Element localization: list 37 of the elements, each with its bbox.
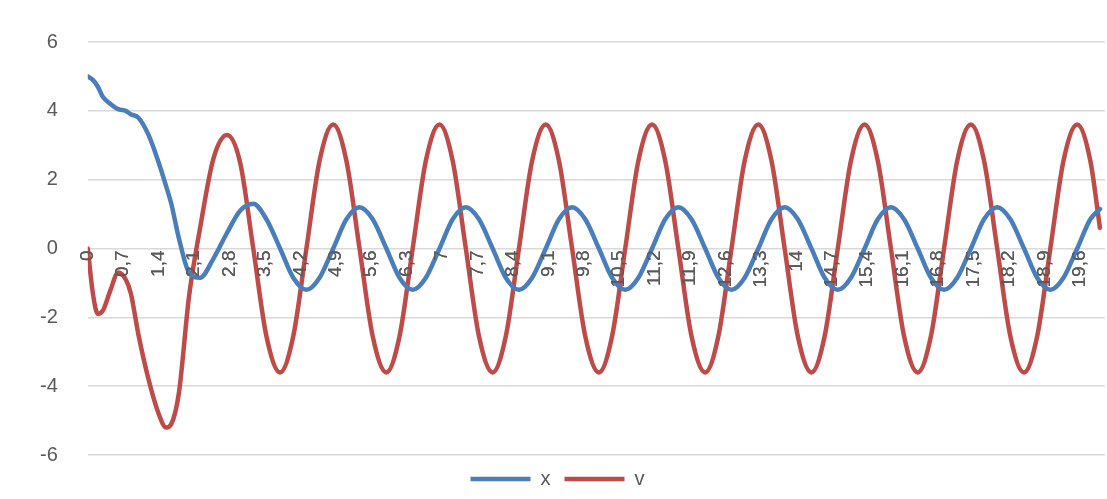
legend-label: v bbox=[634, 466, 645, 489]
x-tick-label: 18,9 bbox=[1032, 250, 1054, 288]
x-tick-label: 13,3 bbox=[749, 250, 771, 288]
x-tick-label: 0 bbox=[76, 250, 98, 262]
x-tick-label: 16,1 bbox=[890, 250, 912, 288]
x-tick-label: 12,6 bbox=[713, 250, 735, 288]
x-tick-label: 0,7 bbox=[111, 250, 133, 277]
x-tick-label: 19,6 bbox=[1067, 250, 1089, 288]
y-tick-label: -6 bbox=[39, 442, 58, 465]
x-tick-label: 9,1 bbox=[536, 250, 558, 277]
x-tick-label: 11,2 bbox=[642, 250, 664, 287]
y-tick-label: 4 bbox=[46, 98, 58, 121]
x-tick-label: 6,3 bbox=[394, 250, 416, 277]
x-tick-label: 4,9 bbox=[324, 250, 345, 277]
x-tick-label: 11,9 bbox=[678, 250, 700, 287]
x-tick-label: 14,7 bbox=[819, 250, 841, 288]
legend-label: x bbox=[540, 466, 551, 489]
y-tick-label: -4 bbox=[39, 373, 58, 396]
x-tick-label: 2,8 bbox=[217, 250, 239, 277]
x-tick-label: 7,7 bbox=[465, 250, 487, 277]
y-tick-label: 2 bbox=[46, 167, 58, 190]
x-tick-label: 9,8 bbox=[571, 250, 593, 277]
x-tick-label: 4,2 bbox=[288, 250, 310, 277]
x-tick-label: 18,2 bbox=[997, 250, 1019, 288]
x-tick-label: 5,6 bbox=[359, 250, 381, 277]
y-tick-label: 6 bbox=[46, 29, 58, 52]
x-tick-label: 17,5 bbox=[961, 250, 983, 288]
x-tick-label: 3,5 bbox=[253, 250, 275, 277]
x-tick-label: 1,4 bbox=[146, 250, 168, 277]
x-tick-label: 15,4 bbox=[855, 250, 877, 288]
x-tick-label: 2,1 bbox=[182, 250, 204, 277]
x-tick-label: 10,5 bbox=[607, 250, 629, 288]
y-tick-label: -2 bbox=[39, 304, 58, 327]
x-tick-label: 16,8 bbox=[926, 250, 948, 288]
x-tick-label: 7 bbox=[430, 250, 452, 262]
x-tick-label: 14 bbox=[784, 250, 806, 272]
x-tick-label: 8,4 bbox=[501, 250, 523, 277]
